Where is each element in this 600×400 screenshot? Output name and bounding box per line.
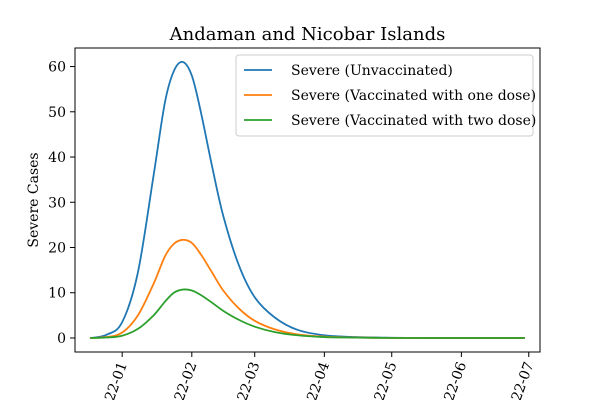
y-tick-label: 10 xyxy=(48,286,66,302)
y-tick-label: 30 xyxy=(48,195,66,211)
legend-label-3: Severe (Vaccinated with two dose) xyxy=(291,113,536,129)
y-tick-label: 50 xyxy=(48,105,66,121)
y-axis-ticks: 0 10 20 30 40 50 60 xyxy=(48,60,75,347)
legend-label-2: Severe (Vaccinated with one dose) xyxy=(291,88,536,104)
legend-label-1: Severe (Unvaccinated) xyxy=(291,63,453,79)
y-tick-label: 20 xyxy=(48,241,66,257)
legend: Severe (Unvaccinated) Severe (Vaccinated … xyxy=(235,54,536,137)
series-line-3 xyxy=(89,288,526,339)
y-tick-label: 40 xyxy=(48,150,66,166)
y-tick-label: 0 xyxy=(57,331,66,347)
y-tick-label: 60 xyxy=(48,60,66,76)
legend-box xyxy=(235,54,534,137)
plot-frame xyxy=(74,47,541,353)
y-axis-label: Severe Cases xyxy=(26,152,42,247)
chart-title: Andaman and Nicobar Islands xyxy=(169,24,446,45)
plot-lines xyxy=(89,61,526,339)
